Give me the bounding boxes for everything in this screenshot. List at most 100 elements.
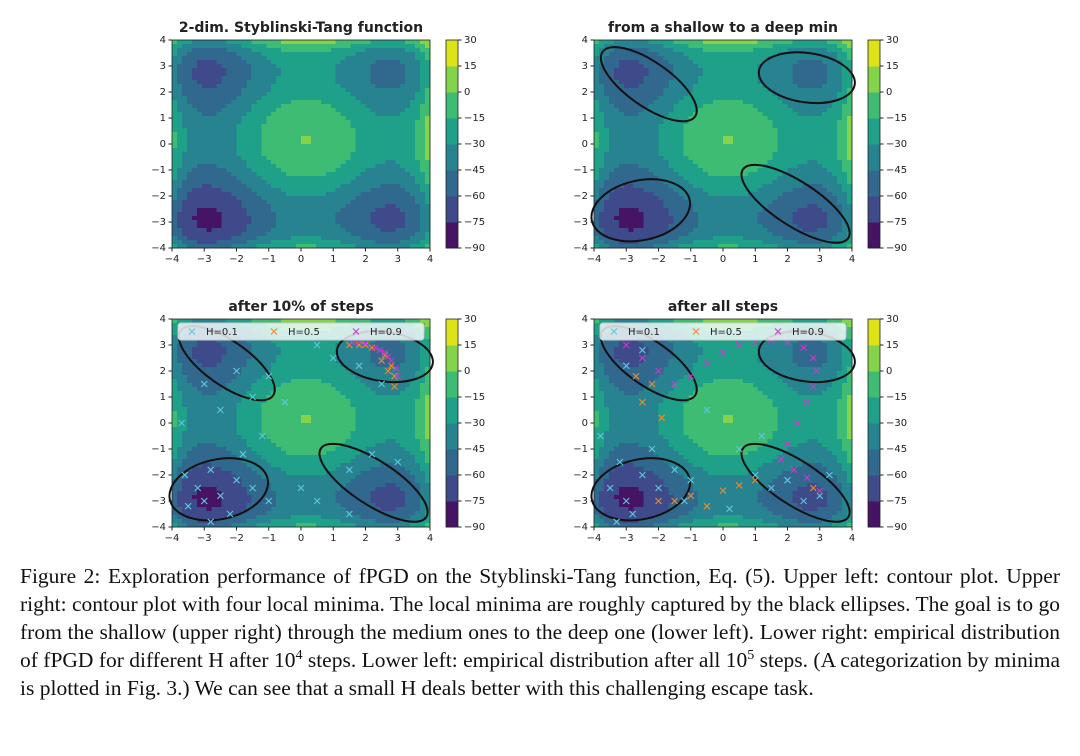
contour-cell [787,184,794,189]
contour-cell [390,64,396,69]
contour-cell [330,160,337,165]
contour-cell [266,164,272,169]
contour-cell [186,228,193,233]
contour-cell [757,112,764,117]
colorbar-tick-label: 0 [464,87,470,98]
contour-cell [276,60,282,65]
contour-cell [603,216,610,221]
contour-cell [747,48,754,53]
contour-cell [598,92,605,97]
contour-cell [678,92,684,97]
contour-cell [658,52,665,57]
contour-cell [276,72,282,77]
contour-cell [668,148,674,153]
contour-cell [792,144,799,149]
contour-cell [673,204,679,209]
contour-cell [181,68,188,73]
contour-cell [355,212,362,217]
contour-cell [415,212,421,217]
contour-cell [737,220,744,225]
contour-cell [415,164,421,169]
contour-cell [355,240,362,245]
contour-cell [628,84,635,89]
contour-cell [291,160,297,165]
contour-cell [638,188,645,193]
contour-cell [181,196,188,201]
contour-cell [211,112,218,117]
contour-cell [291,68,297,73]
contour-cell [315,184,322,189]
contour-cell [777,172,784,177]
contour-cell [767,192,774,197]
contour-cell [643,88,650,93]
contour-cell [206,76,213,81]
contour-cell [668,152,674,157]
contour-cell [420,140,426,145]
contour-cell [598,76,605,81]
contour-cell [360,120,367,125]
contour-cell [623,80,630,85]
contour-cell [608,64,615,69]
contour-cell [415,56,421,61]
contour-cell [340,104,347,109]
contour-cell [375,68,381,73]
contour-cell [390,232,396,237]
contour-cell [787,232,794,237]
contour-cell [246,68,252,73]
contour-cell [757,236,764,241]
contour-cell [420,76,426,81]
contour-cell [415,120,421,125]
contour-cell [370,184,377,189]
contour-cell [181,124,188,129]
contour-cell [410,224,416,229]
contour-cell [683,168,689,173]
contour-cell [226,60,233,65]
contour-cell [777,188,784,193]
contour-cell [181,48,188,53]
contour-cell [703,212,709,217]
contour-cell [335,88,342,93]
contour-cell [291,244,297,249]
contour-cell [633,192,640,197]
contour-cell [623,64,630,69]
contour-cell [400,220,406,225]
contour-cell [375,96,381,101]
contour-cell [658,184,665,189]
contour-cell [767,220,774,225]
contour-cell [757,168,764,173]
contour-cell [425,144,431,149]
contour-cell [301,108,307,113]
contour-cell [196,228,203,233]
contour-cell [742,244,749,249]
contour-cell [782,204,789,209]
contour-cell [266,160,272,165]
contour-cell [420,96,426,101]
contour-cell [747,64,754,69]
contour-cell [653,204,660,209]
contour-cell [762,60,769,65]
contour-cell [598,216,605,221]
contour-cell [737,128,744,133]
contour-cell [777,204,784,209]
contour-cell [266,240,272,245]
contour-cell [236,52,243,57]
contour-cell [211,84,218,89]
contour-cell [787,116,794,121]
contour-cell [191,68,198,73]
contour-cell [678,224,684,229]
contour-cell [405,224,411,229]
contour-cell [395,156,401,161]
contour-cell [385,244,391,249]
contour-cell [698,244,704,249]
contour-cell [797,72,803,77]
contour-cell [390,216,396,221]
contour-cell [425,188,431,193]
contour-cell [206,148,213,153]
contour-cell [216,176,223,181]
contour-cell [603,232,610,237]
contour-cell [410,136,416,141]
contour-cell [345,160,352,165]
contour-cell [231,40,238,45]
contour-cell [683,140,689,145]
contour-cell [757,184,764,189]
